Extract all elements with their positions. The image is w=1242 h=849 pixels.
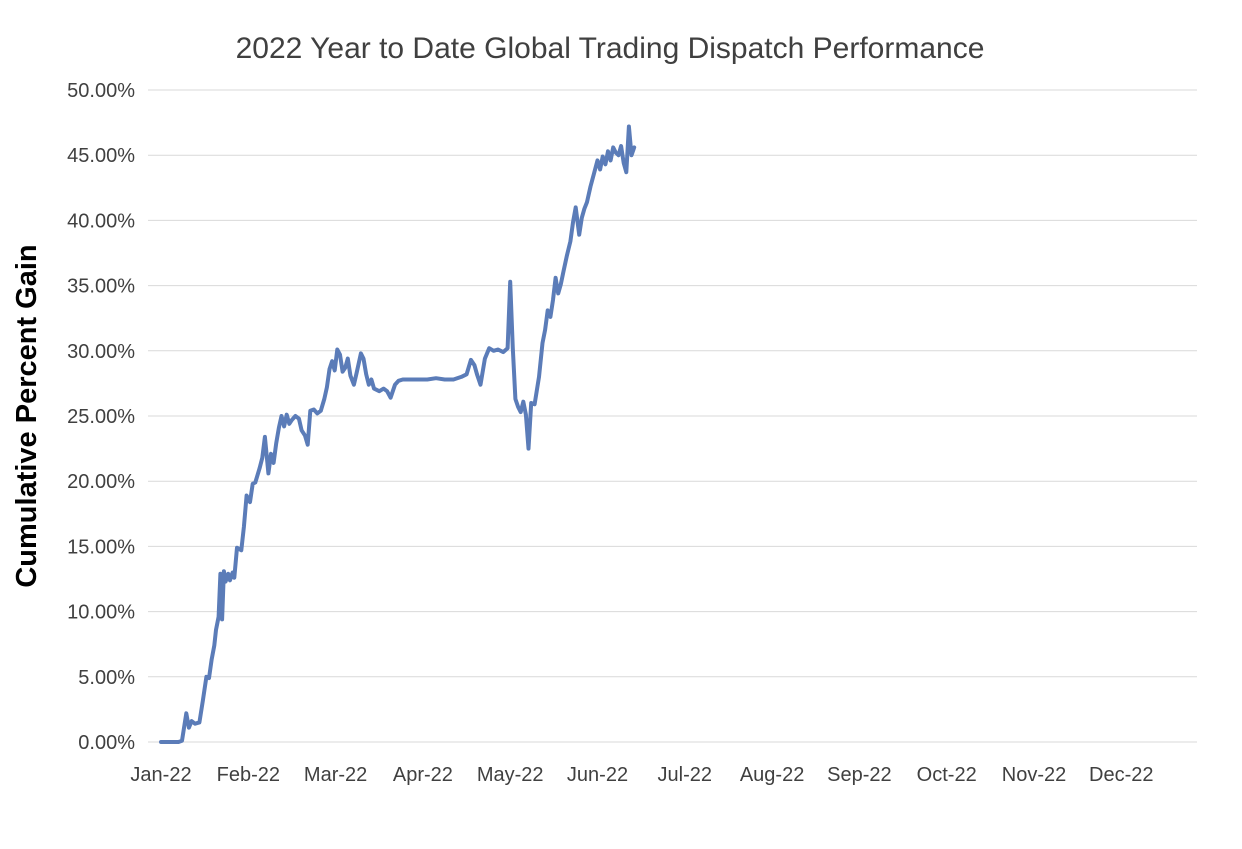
x-tick-label: Sep-22	[827, 764, 892, 786]
x-tick-label: Nov-22	[1002, 764, 1066, 786]
x-tick-label: Feb-22	[217, 764, 280, 786]
y-tick-label: 20.00%	[67, 471, 135, 493]
x-tick-label: Apr-22	[393, 764, 453, 786]
y-tick-label: 15.00%	[67, 536, 135, 558]
performance-line	[159, 124, 637, 744]
x-tick-label: May-22	[477, 764, 544, 786]
y-tick-label: 30.00%	[67, 341, 135, 363]
y-tick-label: 0.00%	[78, 732, 135, 754]
series-group	[159, 124, 637, 744]
chart-title: 2022 Year to Date Global Trading Dispatc…	[236, 32, 985, 65]
x-tick-label: Mar-22	[304, 764, 367, 786]
x-tick-label: Jun-22	[567, 764, 628, 786]
y-tick-label: 40.00%	[67, 210, 135, 232]
y-tick-label: 45.00%	[67, 145, 135, 167]
x-axis-tick-labels: Jan-22 Feb-22 Mar-22 Apr-22 May-22 Jun-22 Jul-…	[130, 764, 1153, 786]
y-axis-title: Cumulative Percent Gain	[11, 244, 43, 587]
y-tick-label: 5.00%	[78, 667, 135, 689]
x-tick-label: Jul-22	[658, 764, 712, 786]
x-tick-label: Aug-22	[740, 764, 805, 786]
y-tick-label: 10.00%	[67, 602, 135, 624]
y-axis-tick-labels: 0.00% 5.00% 10.00% 15.00% 20.00% 25.00% 30.00%…	[67, 80, 135, 754]
y-tick-label: 50.00%	[67, 80, 135, 102]
x-tick-label: Dec-22	[1089, 764, 1153, 786]
y-tick-label: 35.00%	[67, 276, 135, 298]
x-tick-label: Oct-22	[917, 764, 977, 786]
y-tick-label: 25.00%	[67, 406, 135, 428]
x-tick-label: Jan-22	[130, 764, 191, 786]
gridlines	[148, 89, 1197, 743]
